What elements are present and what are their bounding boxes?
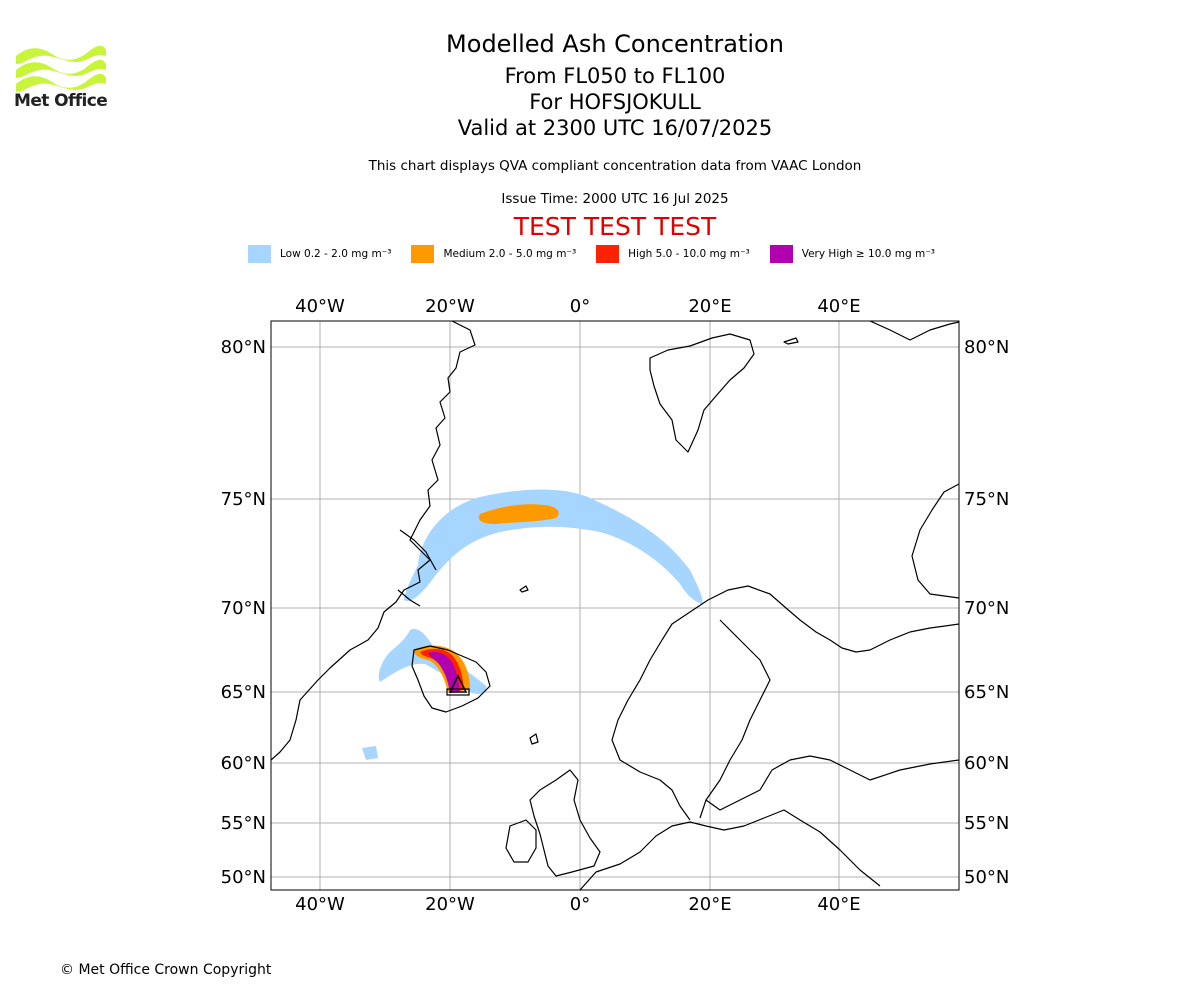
latitude-labels-left: 80°N 75°N 70°N 65°N 60°N 55°N 50°N	[221, 337, 266, 888]
legend-item-high: High 5.0 - 10.0 mg m⁻³	[596, 245, 750, 263]
scandinavia-coast	[661, 585, 959, 653]
lat-label-right-60n: 60°N	[964, 753, 1009, 774]
lat-label-right-50n: 50°N	[964, 867, 1009, 888]
lat-label-right-55n: 55°N	[964, 813, 1009, 834]
lon-label-top-40w: 40°W	[295, 296, 345, 317]
legend-label-low: Low 0.2 - 2.0 mg m⁻³	[280, 248, 392, 260]
lat-label-right-80n: 80°N	[964, 337, 1009, 358]
lon-label-bottom-40e: 40°E	[817, 894, 860, 915]
lat-label-right-75n: 75°N	[964, 489, 1009, 510]
chart-title: Modelled Ash Concentration	[446, 30, 784, 58]
lon-label-bottom-0: 0°	[570, 894, 590, 915]
met-office-logo-icon	[16, 45, 106, 92]
greenland-coast	[271, 321, 476, 761]
novaya-zemlya-coast	[869, 321, 959, 341]
volcano-marker-icon	[446, 674, 470, 696]
chart-title-details: From FL050 to FL100 For HOFSJOKULL Valid…	[0, 63, 1200, 141]
latitude-labels-right: 80°N 75°N 70°N 65°N 60°N 55°N 50°N	[964, 337, 1009, 888]
longitude-labels-bottom: 40°W 20°W 0° 20°E 40°E	[295, 894, 860, 915]
legend-swatch-high	[596, 245, 620, 263]
east-greenland-fjords	[397, 529, 437, 607]
baltic-coast	[705, 755, 959, 811]
legend-swatch-medium	[411, 245, 435, 263]
flight-level-range: From FL050 to FL100	[504, 64, 726, 88]
legend-item-low: Low 0.2 - 2.0 mg m⁻³	[248, 245, 391, 263]
map-frame	[270, 320, 960, 891]
lat-label-left-65n: 65°N	[221, 682, 266, 703]
copyright-notice: © Met Office Crown Copyright	[60, 962, 272, 978]
great-britain-coast	[529, 769, 601, 877]
sweden-finland-border	[699, 619, 771, 819]
russia-arctic-coast	[911, 483, 959, 599]
legend: Low 0.2 - 2.0 mg m⁻³ Medium 2.0 - 5.0 mg…	[248, 244, 955, 264]
coastlines	[271, 321, 959, 890]
lat-label-left-80n: 80°N	[221, 337, 266, 358]
lat-label-left-60n: 60°N	[221, 753, 266, 774]
lon-label-top-0: 0°	[570, 296, 590, 317]
europe-coast	[579, 809, 881, 890]
legend-swatch-low	[248, 245, 271, 263]
test-banner: TEST TEST TEST	[513, 212, 717, 241]
volcano-name: For HOFSJOKULL	[529, 90, 701, 114]
longitude-labels-top: 40°W 20°W 0° 20°E 40°E	[295, 296, 860, 317]
logo-text: Met Office	[14, 91, 108, 111]
svalbard-coast	[649, 333, 755, 453]
jan-mayen-coast	[519, 585, 529, 593]
legend-label-very-high: Very High ≥ 10.0 mg m⁻³	[801, 248, 935, 260]
legend-item-medium: Medium 2.0 - 5.0 mg m⁻³	[411, 245, 576, 263]
lon-label-bottom-20e: 20°E	[688, 894, 731, 915]
ash-very-high-concentration	[428, 652, 460, 693]
lon-label-top-20e: 20°E	[688, 296, 731, 317]
legend-label-medium: Medium 2.0 - 5.0 mg m⁻³	[443, 248, 577, 260]
legend-item-very-high: Very High ≥ 10.0 mg m⁻³	[769, 245, 935, 263]
faroe-islands-coast	[529, 733, 539, 745]
lat-label-left-75n: 75°N	[221, 489, 266, 510]
subtitle: This chart displays QVA compliant concen…	[368, 158, 862, 174]
legend-swatch-very-high	[769, 245, 793, 263]
valid-time: Valid at 2300 UTC 16/07/2025	[457, 116, 773, 140]
lon-label-bottom-40w: 40°W	[295, 894, 345, 915]
issue-time: Issue Time: 2000 UTC 16 Jul 2025	[501, 191, 729, 207]
lon-label-top-20w: 20°W	[425, 296, 475, 317]
franz-josef-land-coast	[783, 337, 799, 345]
map-frame-background	[271, 321, 959, 890]
lon-label-bottom-20w: 20°W	[425, 894, 475, 915]
lon-label-top-40e: 40°E	[817, 296, 860, 317]
lat-label-left-50n: 50°N	[221, 867, 266, 888]
legend-label-high: High 5.0 - 10.0 mg m⁻³	[628, 248, 750, 260]
lat-label-left-70n: 70°N	[221, 598, 266, 619]
iceland-coast	[411, 645, 491, 713]
lat-label-right-65n: 65°N	[964, 682, 1009, 703]
lat-label-left-55n: 55°N	[221, 813, 266, 834]
norway-west-coast	[611, 639, 691, 821]
lat-label-right-70n: 70°N	[964, 598, 1009, 619]
ireland-coast	[505, 819, 537, 863]
gridlines	[271, 321, 959, 890]
